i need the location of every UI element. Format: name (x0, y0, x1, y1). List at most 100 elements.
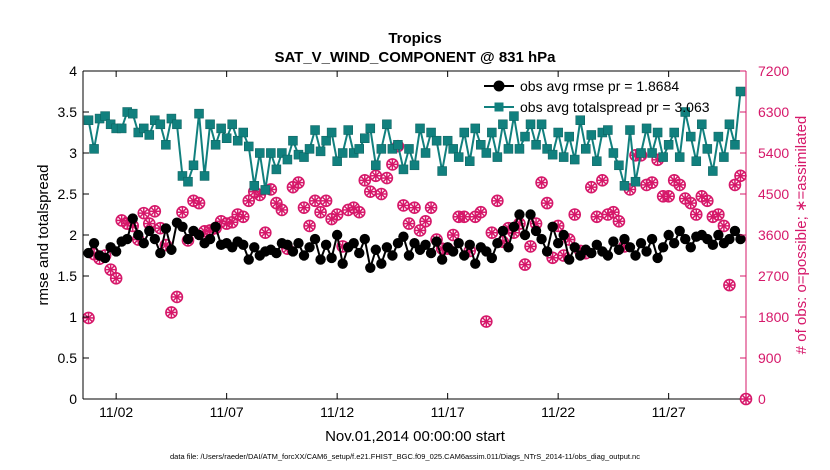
obs-assimilated-marker (459, 211, 470, 222)
spread-point (636, 148, 646, 158)
y-tick-label: 3.5 (58, 104, 78, 120)
asterisk-stroke (675, 180, 684, 189)
asterisk-stroke (476, 208, 485, 217)
rmse-point (547, 221, 558, 232)
rmse-point (133, 229, 144, 241)
obs-possible-circle (419, 215, 432, 228)
obs-possible-circle (259, 226, 272, 240)
spread-point (470, 123, 481, 134)
rmse-point (138, 238, 149, 249)
asterisk-stroke (117, 216, 126, 225)
obs-assimilated-marker (492, 195, 503, 206)
obs-possible-marker (584, 180, 598, 194)
x-tick-label: 11/17 (431, 404, 465, 420)
obs-assimilated-marker (83, 312, 94, 323)
spread-point (575, 115, 585, 125)
obs-possible-marker (104, 263, 117, 276)
spread-point (719, 152, 729, 162)
legend-marker (493, 80, 505, 92)
rmse-point (425, 247, 437, 259)
rmse-point (398, 231, 409, 242)
obs-possible-circle (104, 263, 117, 276)
rmse-point (685, 242, 696, 253)
spread-point (365, 123, 376, 134)
chart-title: Tropics (388, 30, 441, 47)
spread-point (161, 140, 171, 150)
obs-assimilated-marker (663, 191, 674, 202)
obs-assimilated-marker (608, 207, 619, 218)
spread-point (525, 119, 536, 130)
asterisk-stroke (686, 199, 695, 208)
obs-possible-marker (518, 258, 532, 271)
spread-point (581, 144, 591, 154)
rmse-point (243, 254, 254, 265)
spread-point (686, 131, 696, 142)
chart-subtitle: SAT_V_WIND_COMPONENT @ 831 hPa (274, 49, 556, 66)
asterisk-stroke (355, 208, 364, 217)
spread-point (531, 140, 541, 150)
asterisk-stroke (548, 253, 557, 262)
spread-point (658, 152, 668, 162)
spread-point (625, 125, 635, 135)
asterisk-stroke (222, 219, 231, 228)
obs-assimilated-marker (376, 189, 387, 199)
rmse-point (586, 247, 597, 259)
y2-axis-label: # of obs: o=possible; ∗=assimilated (793, 116, 810, 355)
obs-possible-circle (491, 194, 504, 208)
asterisk-stroke (482, 317, 491, 326)
spread-point (321, 135, 331, 146)
rmse-point (641, 246, 652, 257)
obs-assimilated-marker (243, 195, 254, 206)
legend-label: obs avg rmse pr = 1.8684 (520, 78, 679, 94)
spread-point (343, 125, 353, 135)
rmse-point (464, 239, 475, 251)
y-tick-label: 0.5 (58, 350, 78, 366)
spread-point (266, 148, 276, 158)
obs-assimilated-marker (138, 208, 149, 219)
asterisk-stroke (725, 281, 734, 290)
obs-possible-circle (165, 306, 178, 319)
spread-point (315, 146, 326, 157)
asterisk-stroke (625, 185, 635, 194)
obs-assimilated-marker (271, 198, 282, 209)
asterisk-stroke (178, 208, 187, 217)
asterisk-stroke (692, 210, 701, 219)
spread-point (608, 148, 619, 158)
spread-point (630, 176, 641, 187)
spread-point (641, 123, 652, 134)
obs-assimilated-marker (398, 200, 409, 211)
obs-possible-marker (524, 240, 537, 253)
rmse-point (630, 250, 641, 261)
obs-assimilated-marker (536, 177, 547, 188)
obs-assimilated-marker (326, 214, 337, 225)
obs-possible-marker (424, 201, 438, 214)
asterisk-stroke (366, 187, 375, 196)
obs-assimilated-marker (674, 179, 685, 190)
obs-possible-circle (480, 315, 493, 328)
rmse-point (320, 239, 332, 251)
spread-point (227, 119, 237, 130)
obs-assimilated-marker (315, 207, 326, 218)
asterisk-stroke (415, 226, 425, 235)
asterisk-stroke (703, 196, 712, 205)
obs-assimilated-marker (713, 209, 724, 220)
spread-point (669, 127, 679, 138)
legend-marker (494, 102, 504, 112)
rmse-point (447, 246, 459, 257)
spread-point (260, 185, 271, 195)
asterisk-stroke (244, 196, 253, 205)
spread-point (713, 131, 724, 142)
obs-possible-circle (728, 178, 742, 192)
asterisk-stroke (112, 274, 121, 283)
rmse-point (287, 246, 299, 257)
spread-point (155, 119, 166, 130)
obs-possible-marker (408, 201, 421, 214)
asterisk-stroke (404, 219, 414, 228)
obs-possible-circle (689, 208, 703, 221)
asterisk-stroke (526, 242, 535, 251)
spread-point (194, 108, 204, 119)
spread-point (487, 127, 497, 138)
asterisk-stroke (570, 210, 579, 219)
obs-assimilated-marker (227, 217, 238, 228)
y-tick-label: 1 (69, 309, 77, 325)
